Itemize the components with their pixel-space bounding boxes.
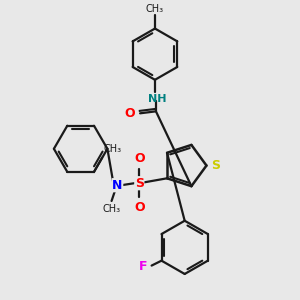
Text: CH₃: CH₃ xyxy=(104,144,122,154)
Text: O: O xyxy=(134,201,145,214)
Text: S: S xyxy=(212,159,220,172)
Text: CH₃: CH₃ xyxy=(146,4,164,14)
Text: CH₃: CH₃ xyxy=(103,204,121,214)
Text: O: O xyxy=(124,107,135,120)
Text: S: S xyxy=(135,177,144,190)
Text: NH: NH xyxy=(148,94,166,103)
Text: O: O xyxy=(134,152,145,166)
Text: F: F xyxy=(139,260,148,273)
Text: N: N xyxy=(112,179,123,192)
